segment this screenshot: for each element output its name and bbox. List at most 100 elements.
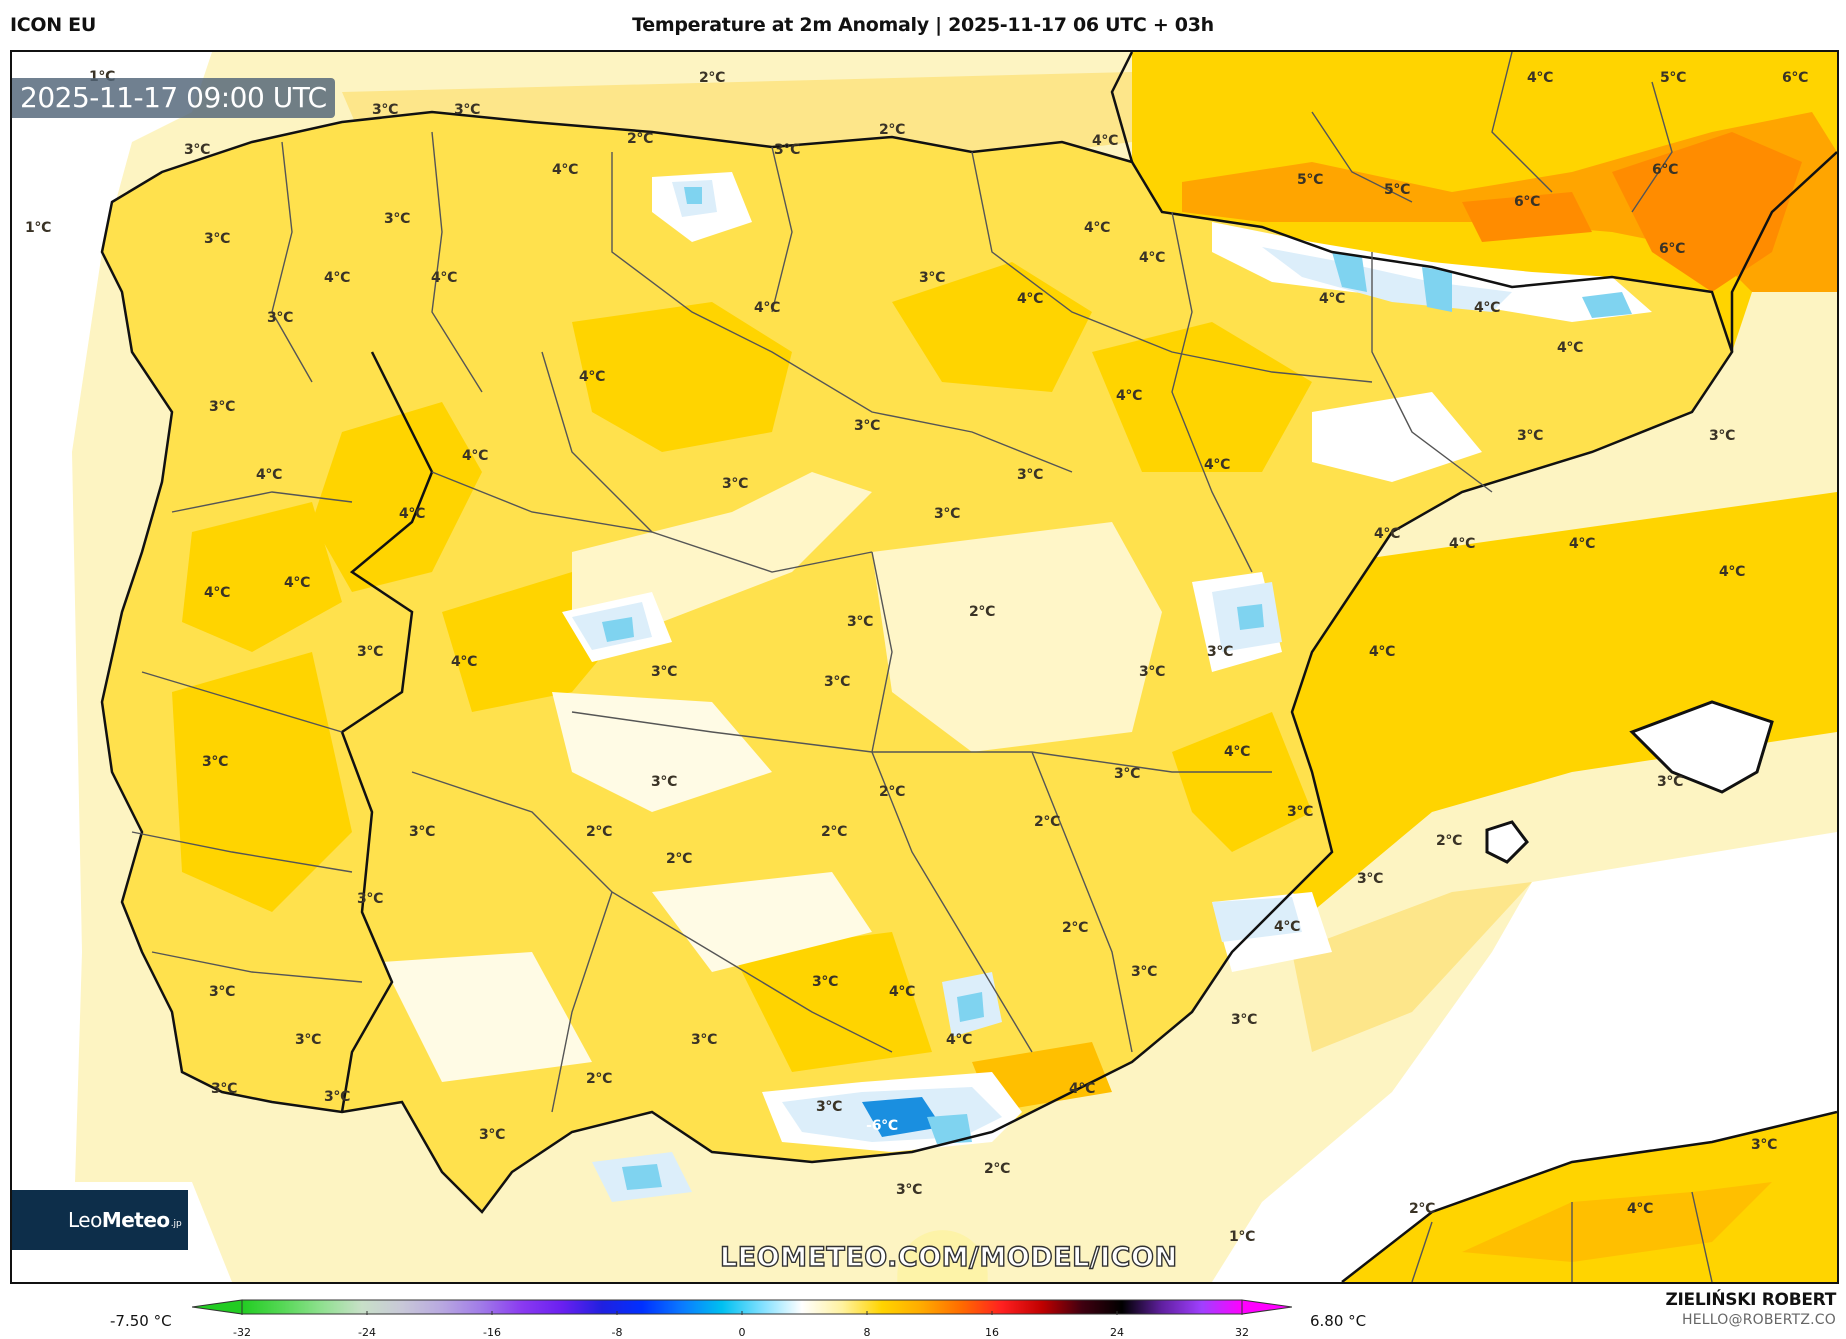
temperature-label: 3°C: [1656, 774, 1684, 790]
author-email: HELLO@ROBERTZ.CO: [1682, 1312, 1836, 1328]
logo-suffix: .jp: [170, 1219, 182, 1229]
temperature-label: 4°C: [1568, 536, 1596, 552]
temperature-label: 4°C: [1138, 250, 1166, 266]
colorbar-tick-label: 16: [985, 1326, 999, 1339]
colorbar-tick-label: -32: [233, 1326, 251, 1339]
temperature-label: 3°C: [1230, 1012, 1258, 1028]
temperature-label: 3°C: [650, 664, 678, 680]
colorbar-tick-label: 32: [1235, 1326, 1249, 1339]
temperature-label: 3°C: [895, 1182, 923, 1198]
temperature-label: 2°C: [698, 70, 726, 86]
temperature-label: 2°C: [585, 1071, 613, 1087]
temperature-label: 4°C: [888, 984, 916, 1000]
temperature-label: 4°C: [1556, 340, 1584, 356]
temperature-label: 4°C: [1223, 744, 1251, 760]
logo-text: LeoMeteo: [68, 1208, 170, 1232]
logo-bold: Meteo: [101, 1208, 170, 1232]
temperature-label: 2°C: [1061, 920, 1089, 936]
temperature-label: 4°C: [551, 162, 579, 178]
temperature-label: 4°C: [1473, 300, 1501, 316]
colorbar-max-label: 6.80 °C: [1310, 1312, 1367, 1330]
temperature-label: 5°C: [1383, 182, 1411, 198]
temperature-label: 2°C: [1408, 1201, 1436, 1217]
temperature-label: 4°C: [430, 270, 458, 286]
temperature-label: 3°C: [933, 506, 961, 522]
temperature-label: 2°C: [1435, 833, 1463, 849]
temperature-label: 4°C: [461, 448, 489, 464]
temperature-anomaly-map: 1°C 1°C 2°C 3°C 3°C 2°C 3°C 2°C 4°C 3°C 4°C 3°C 3°C 4…: [10, 50, 1839, 1284]
temperature-label: 4°C: [450, 654, 478, 670]
model-name: ICON EU: [10, 14, 96, 36]
temperature-label: 3°C: [478, 1127, 506, 1143]
temperature-label: 3°C: [1750, 1137, 1778, 1153]
temperature-label: 3°C: [1016, 467, 1044, 483]
temperature-label: 5°C: [1296, 172, 1324, 188]
temperature-label: 3°C: [1113, 766, 1141, 782]
temperature-label: 3°C: [356, 644, 384, 660]
temperature-label: 3°C: [408, 824, 436, 840]
temperature-label: 3°C: [210, 1081, 238, 1097]
temperature-label: 3°C: [383, 211, 411, 227]
temperature-label: 3°C: [650, 774, 678, 790]
temperature-label: 3°C: [823, 674, 851, 690]
colorbar-tick-label: -24: [358, 1326, 376, 1339]
temperature-label: 6°C: [1651, 162, 1679, 178]
sun-icon: [30, 1203, 988, 1282]
temperature-label: 3°C: [356, 891, 384, 907]
temperature-label: 3°C: [1516, 428, 1544, 444]
temperature-label: 3°C: [1708, 428, 1736, 444]
temperature-label: 3°C: [853, 418, 881, 434]
temperature-label: 4°C: [283, 575, 311, 591]
temperature-label: 4°C: [1091, 133, 1119, 149]
temperature-label: 4°C: [1368, 644, 1396, 660]
temperature-label: 3°C: [1356, 871, 1384, 887]
temperature-label: 4°C: [1115, 388, 1143, 404]
temperature-label: 3°C: [266, 310, 294, 326]
temperature-label: 6°C: [1658, 241, 1686, 257]
temperature-label: -6°C: [866, 1118, 898, 1134]
temperature-label: 3°C: [815, 1099, 843, 1115]
temperature-label: 1°C: [24, 220, 52, 236]
colorbar-tick-label: 8: [863, 1326, 871, 1339]
temperature-label: 4°C: [255, 467, 283, 483]
temperature-label: 3°C: [1206, 644, 1234, 660]
temperature-label: 2°C: [878, 122, 906, 138]
temperature-label: 3°C: [294, 1032, 322, 1048]
map-canvas: [12, 52, 1837, 1282]
temperature-label: 3°C: [690, 1032, 718, 1048]
author-name: ZIELIŃSKI ROBERT: [1665, 1290, 1836, 1310]
temperature-label: 4°C: [1448, 536, 1476, 552]
temperature-label: 4°C: [753, 300, 781, 316]
colorbar-min-label: -7.50 °C: [110, 1312, 172, 1330]
colorbar-tick-label: -16: [483, 1326, 501, 1339]
temperature-label: 2°C: [665, 851, 693, 867]
temperature-label: 6°C: [1781, 70, 1809, 86]
temperature-label: 4°C: [1318, 291, 1346, 307]
colorbar-tick-label: -8: [611, 1326, 623, 1339]
temperature-label: 3°C: [1138, 664, 1166, 680]
temperature-label: 3°C: [721, 476, 749, 492]
temperature-label: 4°C: [1273, 919, 1301, 935]
temperature-label: 3°C: [918, 270, 946, 286]
temperature-label: 3°C: [201, 754, 229, 770]
temperature-label: 4°C: [323, 270, 351, 286]
temperature-label: 4°C: [1526, 70, 1554, 86]
temperature-label: 3°C: [208, 399, 236, 415]
temperature-label: 3°C: [203, 231, 231, 247]
colorbar: [192, 1299, 1292, 1315]
temperature-label: 4°C: [203, 585, 231, 601]
temperature-label: 2°C: [968, 604, 996, 620]
temperature-label: 4°C: [1203, 457, 1231, 473]
temperature-label: 3°C: [811, 974, 839, 990]
temperature-label: 2°C: [1033, 814, 1061, 830]
temperature-label: 3°C: [208, 984, 236, 1000]
temperature-label: 6°C: [1513, 194, 1541, 210]
temperature-label: 3°C: [183, 142, 211, 158]
temperature-label: 4°C: [1068, 1081, 1096, 1097]
leometeo-logo: LeoMeteo .jp: [12, 1190, 988, 1282]
author-block: ZIELIŃSKI ROBERT HELLO@ROBERTZ.CO: [1665, 1290, 1836, 1328]
temperature-label: 4°C: [1626, 1201, 1654, 1217]
temperature-label: 3°C: [371, 102, 399, 118]
logo-prefix: Leo: [68, 1208, 102, 1232]
temperature-label: 4°C: [1083, 220, 1111, 236]
